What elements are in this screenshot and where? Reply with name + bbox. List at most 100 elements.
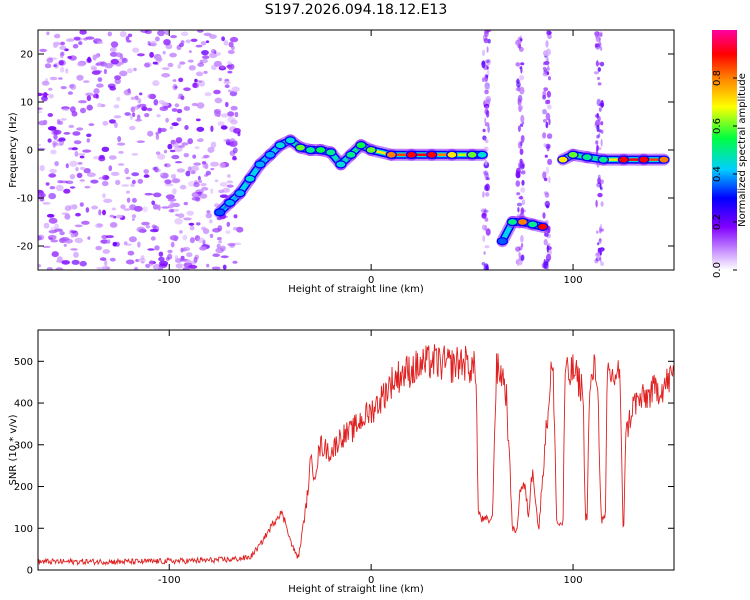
band-blob [545, 143, 551, 149]
ridge-point [214, 208, 226, 217]
noise-blob [79, 260, 87, 267]
noise-blob [119, 31, 127, 38]
noise-blob [57, 256, 63, 263]
noise-blob [177, 213, 185, 219]
noise-blob [191, 191, 200, 198]
noise-blob [85, 92, 94, 97]
ridge-point [234, 189, 246, 198]
noise-blob [226, 180, 234, 184]
band-blob [600, 179, 604, 184]
band-blob [520, 135, 525, 143]
noise-blob [227, 49, 235, 55]
noise-blob [109, 47, 117, 52]
noise-blob [86, 95, 92, 102]
noise-blob [183, 201, 188, 206]
noise-blob [44, 63, 52, 69]
noise-blob [41, 95, 48, 102]
noise-blob [191, 196, 200, 201]
noise-blob [127, 33, 133, 38]
noise-blob [169, 235, 179, 241]
noise-blob [107, 31, 113, 37]
band-blob [546, 244, 549, 253]
noise-blob [115, 179, 121, 186]
noise-blob [70, 248, 78, 251]
noise-layer [38, 30, 244, 270]
noise-blob [147, 130, 154, 137]
noise-blob [49, 168, 57, 174]
band-blob [521, 243, 524, 248]
band-blob [597, 115, 601, 122]
noise-blob [191, 82, 200, 89]
band-blob [595, 140, 599, 145]
band-blob [600, 121, 604, 126]
band-blob [482, 224, 486, 231]
ridge-point [355, 141, 367, 150]
band-blob [518, 105, 522, 113]
noise-blob [158, 267, 163, 270]
band-blob [515, 87, 521, 92]
noise-blob [225, 101, 229, 108]
noise-blob [91, 205, 99, 210]
noise-blob [204, 174, 209, 177]
band-blob [593, 71, 600, 75]
noise-blob [63, 132, 71, 135]
noise-blob [108, 119, 116, 124]
ridge-point [567, 150, 579, 159]
noise-blob [232, 157, 238, 161]
colorbar-tick-label: 0.0 [712, 262, 723, 278]
noise-blob [175, 213, 179, 217]
noise-blob [109, 222, 118, 228]
noise-blob [103, 198, 113, 203]
noise-blob [43, 222, 50, 229]
noise-blob [47, 138, 52, 143]
noise-blob [137, 53, 145, 57]
noise-blob [210, 167, 215, 171]
noise-blob [219, 194, 229, 198]
snr-frame-bg [38, 330, 674, 570]
band-blob [542, 119, 547, 123]
noise-blob [79, 166, 86, 171]
band-blob [486, 58, 492, 66]
band-blob [544, 231, 547, 237]
noise-blob [176, 168, 185, 173]
noise-blob [213, 89, 221, 95]
noise-blob [207, 146, 215, 153]
noise-blob [116, 96, 121, 102]
noise-blob [80, 107, 86, 114]
noise-blob [183, 106, 191, 111]
noise-blob [110, 171, 120, 176]
band-blob [481, 212, 487, 219]
noise-blob [131, 197, 137, 203]
noise-blob [45, 78, 49, 83]
band-blob [596, 124, 600, 132]
noise-blob [93, 88, 100, 95]
noise-blob [174, 255, 178, 260]
noise-blob [222, 264, 227, 270]
ridge-point [658, 155, 670, 164]
noise-blob [79, 155, 85, 159]
ridge-point [294, 143, 307, 152]
noise-blob [63, 188, 71, 194]
noise-blob [170, 173, 177, 179]
noise-blob [108, 155, 117, 160]
ridge-point [581, 153, 593, 162]
noise-blob [97, 223, 104, 227]
noise-blob [177, 64, 182, 69]
noise-blob [224, 84, 230, 89]
band-blob [482, 128, 486, 133]
noise-blob [220, 125, 228, 130]
noise-blob [50, 227, 58, 231]
noise-blob [52, 41, 61, 46]
band-blob [544, 154, 548, 158]
noise-blob [205, 40, 210, 43]
noise-blob [191, 102, 198, 107]
noise-blob [78, 41, 83, 45]
noise-blob [121, 57, 128, 64]
y-tick-label: 10 [20, 98, 33, 109]
noise-blob [233, 214, 238, 219]
noise-blob [164, 179, 172, 185]
noise-blob [102, 209, 106, 216]
ridge-point [304, 145, 317, 155]
noise-blob [149, 259, 154, 266]
noise-blob [102, 249, 111, 254]
